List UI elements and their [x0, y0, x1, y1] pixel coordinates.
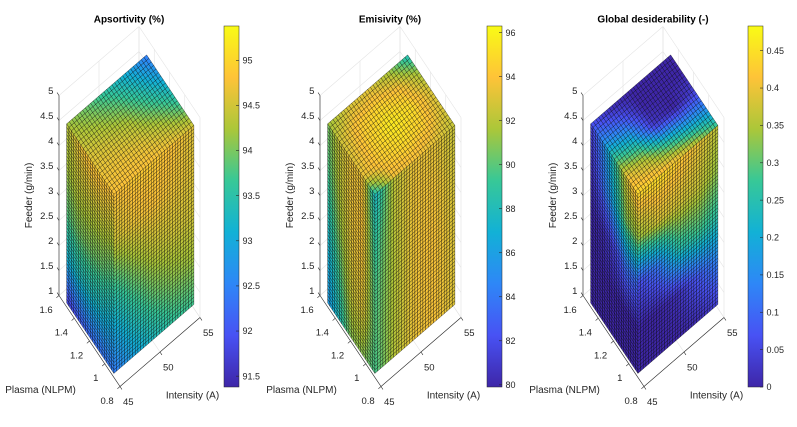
grid-line [58, 26, 140, 96]
x-tick-label: 1.4 [55, 328, 68, 339]
y-tick-label: 45 [123, 397, 134, 408]
z-tick-label: 2 [48, 236, 53, 247]
z-tick-label: 1.5 [40, 261, 53, 272]
y-axis-label: Intensity (A) [166, 391, 219, 402]
colorbar-gradient [223, 25, 240, 388]
colorbar-tick-label: 91.5 [243, 371, 261, 381]
colorbar-tick-label: 94.5 [243, 101, 261, 111]
y-tick-label: 55 [203, 328, 214, 339]
colorbar-tick-label: 93.5 [243, 191, 261, 201]
colorbar-tick-label: 92.5 [243, 281, 261, 291]
chart-title: Apsortivity (%) [94, 15, 165, 26]
z-tick-label: 5 [48, 86, 53, 97]
z-tick-label: 4 [48, 136, 53, 147]
x-tick-label: 0.8 [100, 396, 113, 407]
x-axis-label: Plasma (NLPM) [5, 385, 76, 396]
x-tick-label: 1.6 [39, 305, 52, 316]
x-tick-label: 1 [93, 373, 98, 384]
z-tick-label: 1 [48, 286, 53, 297]
x-tick-label: 1.2 [70, 350, 83, 361]
colorbar-tick-label: 94 [243, 146, 253, 156]
subplot-apsortivity: 1 1.5 2 2.5 3 3.5 4 4.5 5 0.8 1 1.21.4 1.6 45 50 55 Aps… [5, 15, 260, 408]
grid-line [138, 26, 201, 118]
z-tick-label: 3 [48, 186, 53, 197]
grid-line [58, 51, 140, 121]
z-tick-label: 4.5 [40, 111, 53, 122]
volume-slices [66, 54, 195, 374]
z-axis-label: Feeder (g/min) [24, 163, 35, 229]
y-tick-label: 50 [163, 362, 174, 373]
colorbar-tick-label: 93 [243, 236, 253, 246]
z-tick-label: 2.5 [40, 211, 53, 222]
colorbar-tick-label: 92 [243, 326, 253, 336]
z-tick-label: 3.5 [40, 161, 53, 172]
colorbar-tick-label: 95 [243, 55, 253, 65]
